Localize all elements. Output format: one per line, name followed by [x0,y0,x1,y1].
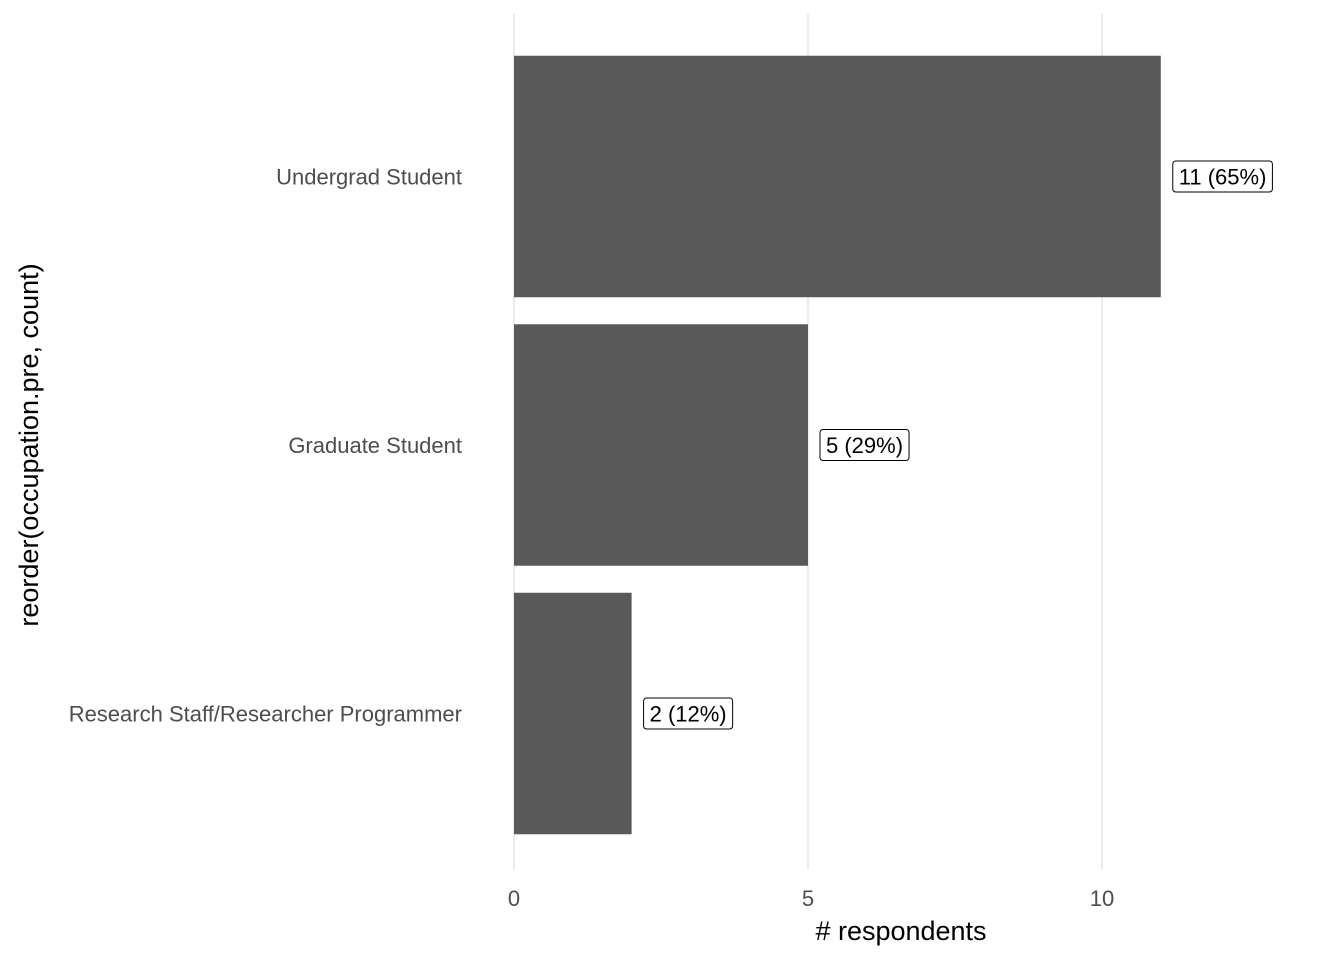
x-tick-labels: 0 5 10 [508,886,1114,911]
bar-1 [514,324,808,566]
x-tick-label: 5 [802,886,814,911]
x-axis-title: # respondents [815,916,986,946]
category-label: Graduate Student [288,433,462,458]
x-tick-label: 10 [1090,886,1114,911]
data-label-box [819,429,910,461]
category-label: Research Staff/Researcher Programmer [69,702,462,727]
data-label-text: 2 (12%) [650,702,727,727]
x-tick-label: 0 [508,886,520,911]
data-label-box [643,697,734,730]
data-label-text: 11 (65%) [1179,165,1267,190]
y-axis-title: reorder(occupation.pre, count) [14,263,44,626]
data-labels: 11 (65%) 5 (29%) 2 (12%) [643,160,1273,730]
data-label-text: 5 (29%) [826,433,903,458]
data-label-2: 2 (12%) [643,697,734,730]
bars [514,55,1161,835]
bar-0 [514,55,1161,298]
category-label: Undergrad Student [276,165,462,190]
category-labels: Undergrad Student Graduate Student Researc… [69,165,462,727]
data-label-0: 11 (65%) [1172,160,1273,193]
data-label-1: 5 (29%) [819,429,910,461]
bar-2 [514,592,632,835]
data-label-box [1172,160,1273,193]
